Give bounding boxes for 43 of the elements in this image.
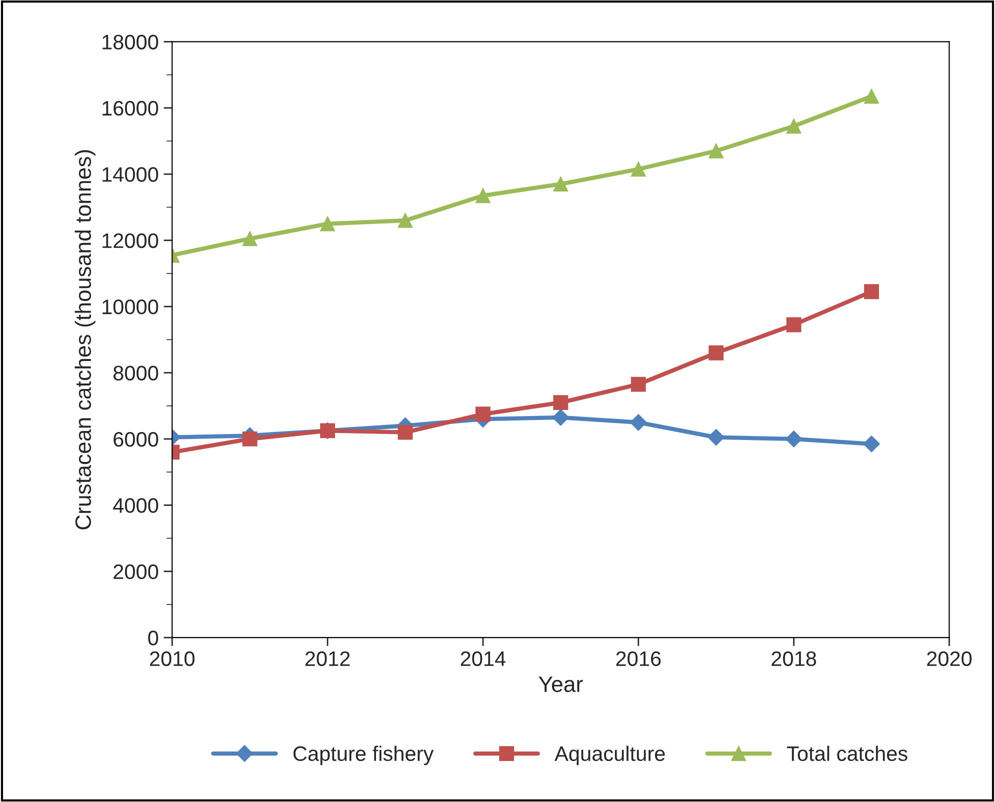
legend-label: Capture fishery xyxy=(293,746,434,766)
x-tick-label: 2016 xyxy=(616,651,661,666)
y-tick-label: 2000 xyxy=(114,564,158,580)
point xyxy=(552,409,570,426)
point xyxy=(708,143,724,158)
point xyxy=(320,216,336,232)
y-axis-title: Crustacean catches (thousand tonnes) xyxy=(74,150,96,530)
point xyxy=(242,431,258,446)
y-tick-label: 16000 xyxy=(102,100,158,116)
x-tick-label: 2018 xyxy=(772,651,816,666)
point xyxy=(708,345,724,360)
y-tick-label: 6000 xyxy=(114,432,158,447)
point xyxy=(864,88,879,104)
y-tick-label: 8000 xyxy=(114,366,158,381)
x-tick-label: 2014 xyxy=(460,651,506,666)
point xyxy=(630,162,646,177)
point xyxy=(476,406,490,422)
point xyxy=(786,118,802,134)
point xyxy=(785,430,802,448)
point xyxy=(863,436,880,452)
point xyxy=(786,317,802,332)
x-axis-title: Year xyxy=(538,676,583,692)
y-tick-label: 14000 xyxy=(102,167,158,182)
x-tick-label: 2012 xyxy=(305,651,350,666)
point xyxy=(553,176,568,192)
y-tick-label: 4000 xyxy=(113,498,158,513)
point xyxy=(553,395,568,410)
x-tick-label: 2020 xyxy=(927,651,972,666)
point xyxy=(864,284,879,300)
y-tick-label: 12000 xyxy=(102,233,158,248)
point xyxy=(398,424,413,440)
legend-label: Total catches xyxy=(787,746,908,762)
point xyxy=(242,231,258,246)
point xyxy=(630,414,647,431)
legend-label: Aquaculture xyxy=(554,746,665,766)
y-tick-label: 0 xyxy=(148,630,158,646)
point xyxy=(398,213,413,228)
point xyxy=(630,376,646,392)
y-tick-label: 10000 xyxy=(102,300,158,314)
point xyxy=(476,188,490,204)
y-tick-label: 18000 xyxy=(102,34,158,50)
point xyxy=(708,428,724,446)
x-tick-label: 2010 xyxy=(150,651,194,666)
